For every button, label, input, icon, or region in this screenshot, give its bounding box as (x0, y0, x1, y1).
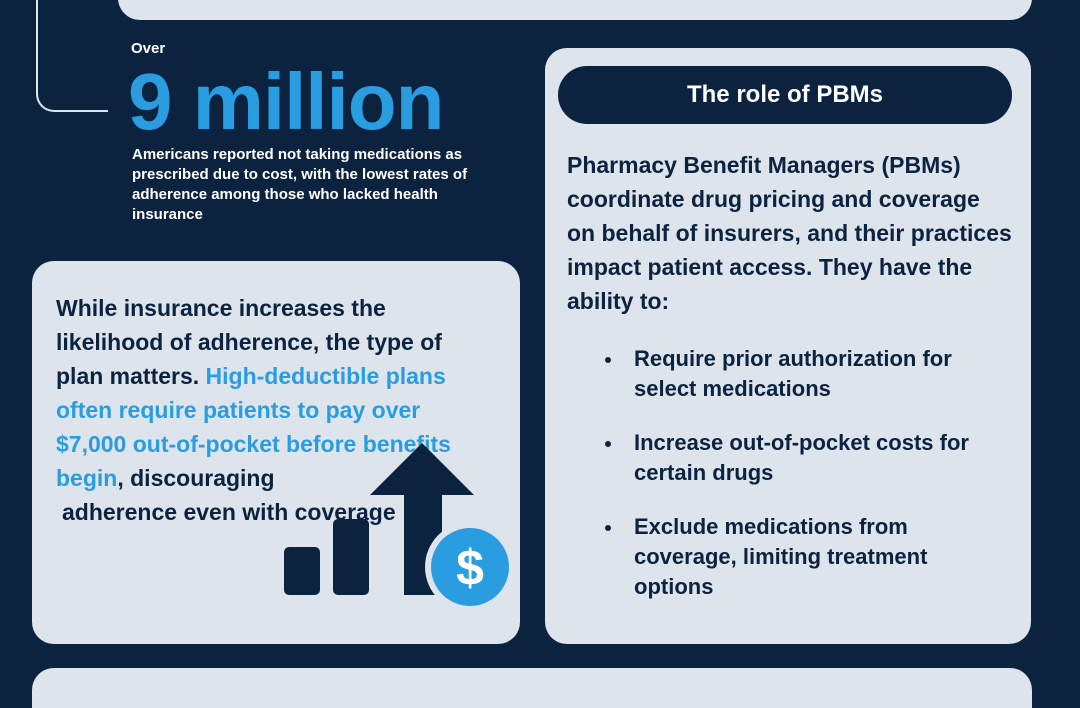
insurance-text-tail: , discouraging (117, 465, 275, 491)
insurance-card: While insurance increases the likelihood… (32, 261, 520, 644)
bullet-text: Increase out-of-pocket costs for certain… (634, 430, 969, 485)
pbm-title: The role of PBMs (558, 66, 1012, 124)
bullet-text: Exclude medications from coverage, limit… (634, 514, 928, 599)
insurance-text-highlight: High-deductible plans often require pati… (56, 363, 451, 491)
pbm-bullet-list: Require prior authorization for select m… (605, 344, 985, 626)
bullet-text: Require prior authorization for select m… (634, 346, 952, 401)
bar-short (284, 547, 320, 595)
pbm-card: The role of PBMs Pharmacy Benefit Manage… (545, 48, 1031, 644)
stat-description: Americans reported not taking medication… (132, 146, 468, 223)
bar-chart-icon (284, 519, 369, 595)
stat-prefix: Over (131, 40, 166, 57)
dollar-coin-icon: $ (425, 522, 514, 612)
bottom-panel-edge (32, 668, 1032, 708)
up-arrow-icon (370, 443, 474, 595)
pbm-intro: Pharmacy Benefit Managers (PBMs) coordin… (567, 152, 1012, 314)
bullet-dot-icon (605, 357, 611, 363)
bullet-dot-icon (605, 525, 611, 531)
insurance-text-lead: While insurance increases the likelihood… (56, 295, 442, 389)
top-panel-edge (118, 0, 1032, 20)
bullet-item: Require prior authorization for select m… (605, 344, 985, 404)
dollar-symbol: $ (456, 540, 484, 596)
bullet-item: Exclude medications from coverage, limit… (605, 512, 985, 602)
bullet-item: Increase out-of-pocket costs for certain… (605, 428, 985, 488)
bar-medium (333, 519, 369, 595)
connector-line (36, 0, 108, 112)
cost-growth-graphic: $ (284, 443, 514, 612)
insurance-text: While insurance increases the likelihood… (56, 291, 476, 529)
stat-number: 9 million (128, 57, 444, 146)
bullet-dot-icon (605, 441, 611, 447)
